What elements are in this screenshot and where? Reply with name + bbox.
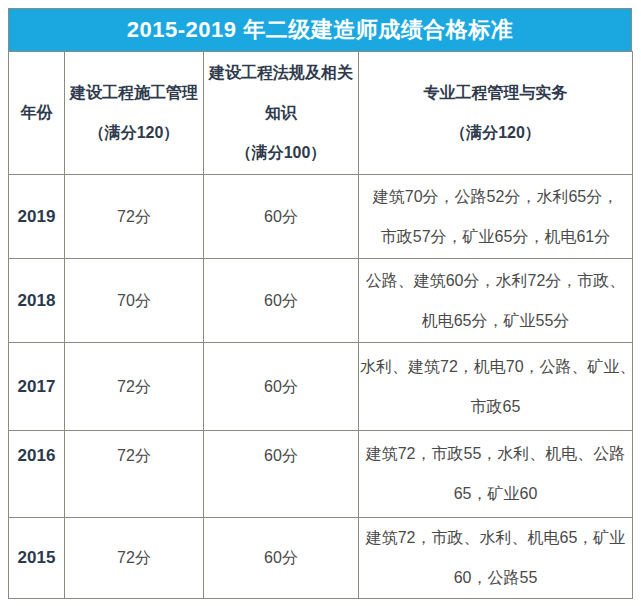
- table-title: 2015-2019 年二级建造师成绩合格标准: [127, 17, 513, 42]
- col-header-management: 建设工程施工管理 （满分120）: [65, 52, 204, 175]
- regulations-score-cell: 60分: [204, 259, 359, 343]
- management-score-cell: 72分: [65, 175, 204, 259]
- regulations-score-cell: 60分: [204, 175, 359, 259]
- table-title-banner: 2015-2019 年二级建造师成绩合格标准: [8, 8, 632, 52]
- table-row-2018: 2018 70分 60分 公路、建筑60分，水利72分，市政、 机电65分，矿业…: [9, 259, 633, 343]
- practice-score-cell: 公路、建筑60分，水利72分，市政、 机电65分，矿业55分: [359, 259, 633, 343]
- year-cell: 2018: [9, 259, 65, 343]
- score-standards-table: 年份 建设工程施工管理 （满分120） 建设工程法规及相关 知识 （满分100）…: [8, 51, 633, 599]
- regulations-score-cell: 60分: [204, 343, 359, 431]
- table-row-2017: 2017 72分 60分 水利、建筑72，机电70，公路、矿业、 市政65: [9, 343, 633, 431]
- col-header-year: 年份: [9, 52, 65, 175]
- col-header-regulations: 建设工程法规及相关 知识 （满分100）: [204, 52, 359, 175]
- year-cell: 2017: [9, 343, 65, 431]
- management-score-cell: 72分: [65, 518, 204, 599]
- management-score-cell: 72分: [65, 343, 204, 431]
- table-row-2019: 2019 72分 60分 建筑70分，公路52分，水利65分， 市政57分，矿业…: [9, 175, 633, 259]
- practice-score-cell: 建筑72，市政55，水利、机电、公路 65，矿业60: [359, 431, 633, 518]
- year-cell: 2019: [9, 175, 65, 259]
- table-row-2016: 2016 72分 60分 建筑72，市政55，水利、机电、公路 65，矿业60: [9, 431, 633, 518]
- page: 2015-2019 年二级建造师成绩合格标准 年份 建设工程施工管理 （满分12…: [0, 0, 641, 599]
- year-cell: 2015: [9, 518, 65, 599]
- regulations-score-cell: 60分: [204, 431, 359, 518]
- practice-score-cell: 建筑70分，公路52分，水利65分， 市政57分，矿业65分，机电61分: [359, 175, 633, 259]
- table-row-2015: 2015 72分 60分 建筑72，市政、水利、机电65，矿业 60，公路55: [9, 518, 633, 599]
- year-cell: 2016: [9, 431, 65, 518]
- practice-score-cell: 建筑72，市政、水利、机电65，矿业 60，公路55: [359, 518, 633, 599]
- header-year-label: 年份: [9, 93, 64, 133]
- regulations-score-cell: 60分: [204, 518, 359, 599]
- practice-score-cell: 水利、建筑72，机电70，公路、矿业、 市政65: [359, 343, 633, 431]
- col-header-practice: 专业工程管理与实务 （满分120）: [359, 52, 633, 175]
- management-score-cell: 72分: [65, 431, 204, 518]
- header-row: 年份 建设工程施工管理 （满分120） 建设工程法规及相关 知识 （满分100）…: [9, 52, 633, 175]
- management-score-cell: 70分: [65, 259, 204, 343]
